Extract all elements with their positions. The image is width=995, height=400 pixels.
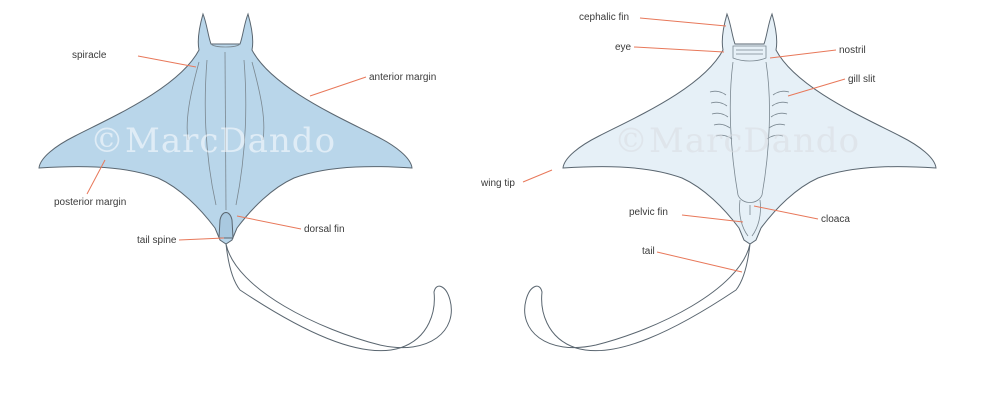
dorsal-leaders [86,55,367,241]
label-wing-tip: wing tip [480,178,515,189]
leader-eye [633,46,725,53]
label-eye: eye [615,42,632,53]
leader-tail-spine [178,237,225,241]
dorsal-fin-shape [218,212,234,239]
leader-posterior-margin [86,159,106,195]
dorsal-view [38,12,452,352]
leader-anterior-margin [309,76,367,97]
leader-pelvic-fin [681,214,744,223]
label-posterior-margin: posterior margin [54,197,126,208]
label-nostril: nostril [839,45,866,56]
ventral-mouth [732,45,767,62]
dorsal-wing-crease-right [251,61,265,141]
watermark-right: ©MarcDando [614,121,860,161]
pelvic-fin-shape [739,199,761,237]
ventral-labels: cephalic fin eye nostril gill slit wing … [480,12,875,257]
ventral-abdomen [729,61,770,203]
label-tail: tail [642,246,655,257]
label-anterior-margin: anterior margin [369,72,436,83]
gill-slits-left [709,90,733,140]
label-dorsal-fin: dorsal fin [304,224,345,235]
dorsal-midline [224,51,227,211]
label-spiracle: spiracle [72,50,107,61]
leader-cephalic-fin [639,17,727,27]
ventral-view [524,12,937,352]
label-cephalic-fin: cephalic fin [579,12,629,23]
dorsal-disc-line-left [204,59,217,206]
gill-slits-right [766,90,790,140]
dorsal-head-notch [210,43,241,48]
dorsal-wing-crease-left [186,61,200,141]
ventral-tail [524,243,751,352]
leader-dorsal-fin [236,215,302,230]
leader-wing-tip [522,169,553,183]
leader-tail [656,251,743,273]
label-tail-spine: tail spine [137,235,177,246]
leader-cloaca [753,205,819,220]
watermark-left: ©MarcDando [90,121,336,161]
label-cloaca: cloaca [821,214,850,225]
ventral-body [562,12,937,245]
ventral-mouth-lines [736,49,763,55]
dorsal-tail [225,243,452,352]
label-pelvic-fin: pelvic fin [629,207,668,218]
leader-nostril [769,49,837,59]
leader-gill-slit [787,78,846,97]
ventral-leaders [522,17,846,273]
label-gill-slit: gill slit [848,74,875,85]
leader-spiracle [137,55,197,68]
dorsal-disc-line-right [235,59,247,206]
dorsal-labels: spiracle anterior margin posterior margi… [54,50,436,246]
